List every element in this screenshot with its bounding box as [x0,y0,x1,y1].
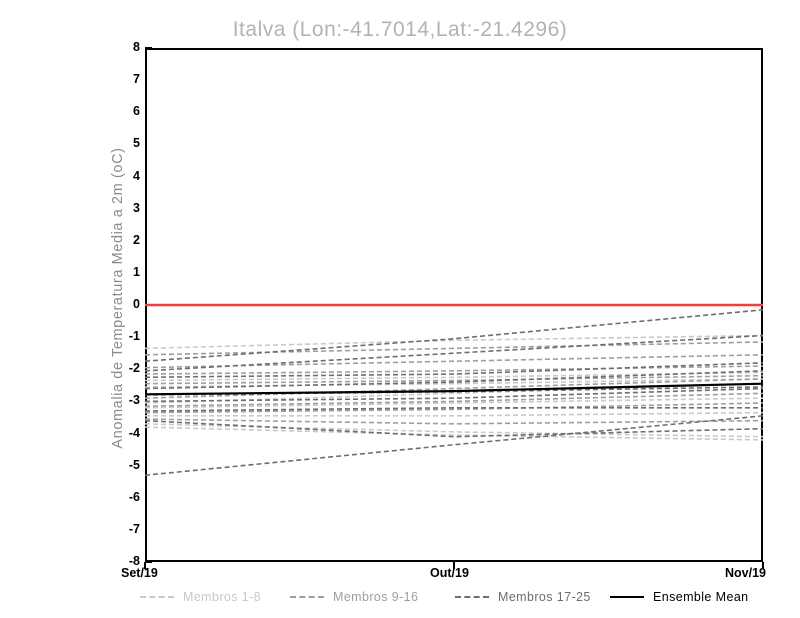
y-tick-label: 4 [133,168,140,183]
member-line [145,392,763,407]
y-tick-label: -7 [128,521,140,536]
member-line [145,378,763,399]
x-tick-mark [762,562,764,569]
ensemble-mean-line [145,382,763,396]
y-tick-label: 1 [133,264,140,279]
x-tick-mark [144,562,146,569]
legend-item[interactable]: Membros 1-8 [140,588,261,606]
member-line [145,402,763,414]
member-line [145,387,763,403]
x-tick-mark [453,562,455,569]
legend-swatch [610,596,644,598]
y-tick-label: -5 [128,457,140,472]
member-line [145,334,763,372]
y-tick-label: 6 [133,104,140,119]
y-tick-label: -3 [128,393,140,408]
legend-swatch [455,596,489,598]
member-line [145,386,763,396]
legend-label: Membros 9-16 [333,590,419,604]
plot-lines [145,303,763,477]
member-line [145,365,763,375]
member-line [145,334,763,350]
legend-swatch [290,596,324,598]
member-line [145,406,763,412]
plot-area [145,48,763,562]
y-tick-label: 7 [133,72,140,87]
legend-label: Membros 1-8 [183,590,262,604]
member-line [145,418,763,425]
y-axis-tick-labels: 8 7 6 5 4 3 2 1 0 -1 -2 -3 -4 -5 -6 -7 -8 [95,41,140,568]
legend-item[interactable]: Ensemble Mean [610,588,749,606]
member-line [145,419,763,438]
legend-label: Ensemble Mean [653,590,749,604]
member-line [145,374,763,385]
y-tick-mark [145,561,152,563]
legend-item[interactable]: Membros 17-25 [455,588,591,606]
legend-label: Membros 17-25 [498,590,591,604]
y-tick-label: 0 [133,297,140,311]
y-tick-label: -4 [128,425,140,440]
member-line [145,353,763,369]
x-tick-label: Set/19 [121,566,158,580]
y-tick-label: -1 [128,329,140,344]
chart-legend: Membros 1-8 Membros 9-16 Membros 17-25 Ense… [0,588,800,610]
x-tick-label: Out/19 [430,566,469,580]
member-line [145,341,763,356]
legend-swatch [140,596,174,598]
y-tick-label: 2 [133,232,140,247]
member-line [145,370,763,390]
y-tick-label: 5 [133,136,140,151]
y-tick-label: 3 [133,200,140,215]
member-line [145,411,763,417]
y-tick-label: -8 [128,554,140,568]
member-line [145,309,763,363]
member-line [145,423,763,438]
page-title: Italva (Lon:-41.7014,Lat:-21.4296) [232,18,568,41]
member-line [145,397,763,409]
legend-item[interactable]: Membros 9-16 [290,588,418,606]
member-line [145,426,763,441]
y-tick-label: -6 [128,489,140,504]
member-line [145,378,763,388]
y-tick-label: 8 [133,40,140,54]
x-tick-label: Nov/19 [725,566,766,580]
member-line [145,362,763,379]
y-tick-label: -2 [128,361,140,376]
